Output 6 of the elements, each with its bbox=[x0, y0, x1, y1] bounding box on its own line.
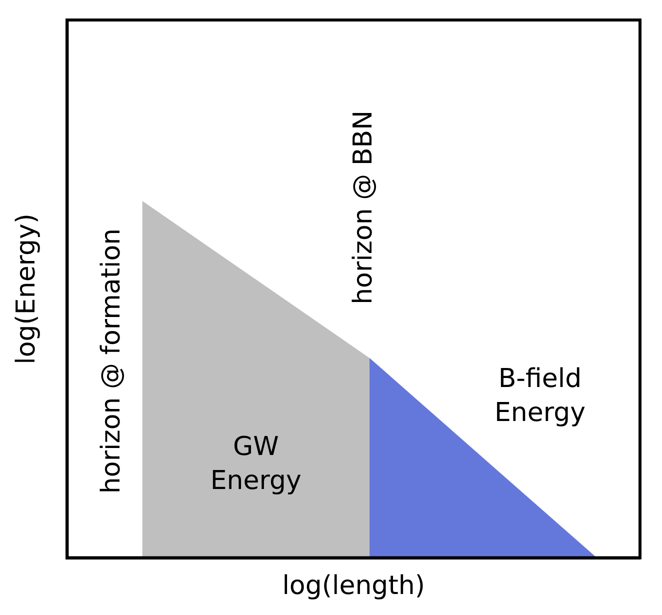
x-axis-title: log(length) bbox=[282, 571, 425, 602]
series-label: B-field Energy bbox=[494, 364, 586, 428]
series-label: GW Energy bbox=[210, 432, 302, 496]
annotation: horizon @ formation bbox=[96, 228, 126, 494]
y-axis-title: log(Energy) bbox=[11, 213, 42, 364]
annotation: horizon @ BBN bbox=[348, 110, 379, 304]
